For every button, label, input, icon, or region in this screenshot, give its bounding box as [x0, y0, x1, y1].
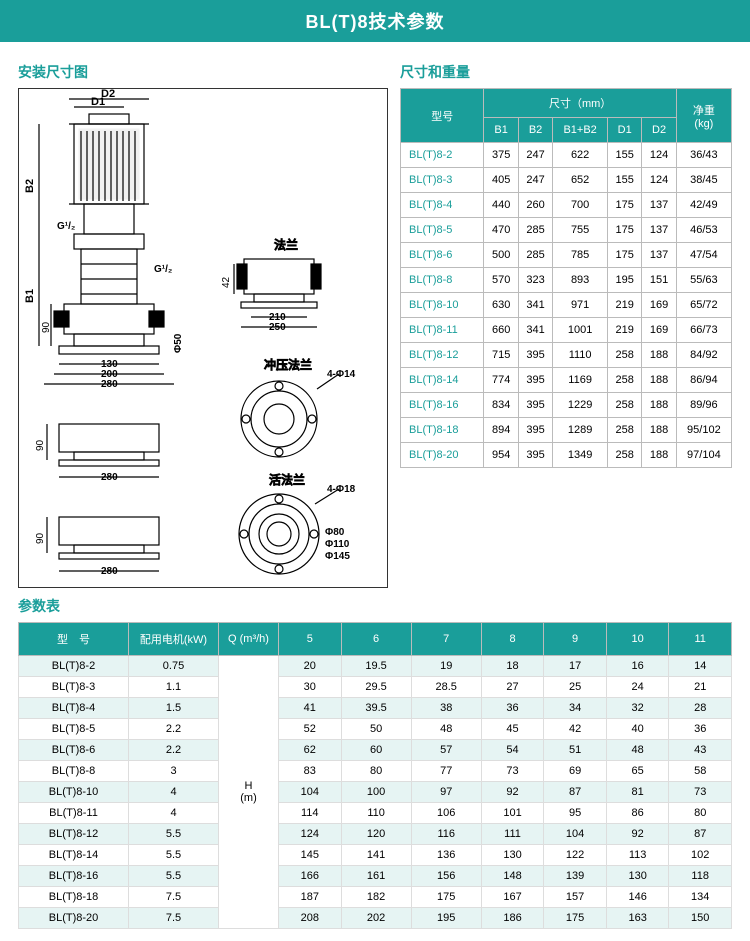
svg-text:90: 90	[41, 321, 52, 333]
svg-text:280: 280	[101, 472, 118, 483]
svg-text:90: 90	[35, 532, 46, 544]
col-weight: 净重 (kg)	[676, 89, 731, 143]
table-row: BL(T)8-145.5145141136130122113102	[19, 845, 732, 866]
svg-text:280: 280	[101, 566, 118, 577]
svg-text:4-Φ14: 4-Φ14	[327, 369, 356, 380]
table-row: BL(T)8-20.75H (m)2019.51918171614	[19, 656, 732, 677]
table-row: BL(T)8-31.13029.528.527252421	[19, 677, 732, 698]
dim-section-title: 尺寸和重量	[400, 62, 470, 82]
table-row: BL(T)8-62.262605754514843	[19, 740, 732, 761]
table-row: BL(T)8-237524762215512436/43	[401, 143, 732, 168]
table-row: BL(T)8-52.252504845424036	[19, 719, 732, 740]
parameters-table: 型 号 配用电机(kW) Q (m³/h) 5 6 7 8 9 10 11 BL…	[18, 622, 732, 929]
param-section-title: 参数表	[18, 596, 732, 616]
svg-text:G¹/₂: G¹/₂	[154, 264, 172, 275]
svg-text:B1: B1	[24, 289, 36, 303]
svg-text:280: 280	[101, 379, 118, 390]
table-row: BL(T)8-41.54139.53836343228	[19, 698, 732, 719]
table-row: BL(T)8-1063034197121916965/72	[401, 293, 732, 318]
svg-text:90: 90	[35, 439, 46, 451]
svg-text:冲压法兰: 冲压法兰	[264, 357, 312, 372]
svg-text:4-Φ18: 4-Φ18	[327, 484, 356, 495]
diagram-section-title: 安装尺寸图	[18, 62, 400, 82]
table-row: BL(T)8-547028575517513746/53	[401, 218, 732, 243]
table-row: BL(T)8-857032389319515155/63	[401, 268, 732, 293]
svg-text:Φ145: Φ145	[325, 551, 350, 562]
installation-diagram: 法兰 冲压法兰	[18, 88, 388, 588]
dimensions-table: 型号 尺寸（mm） 净重 (kg) B1 B2 B1+B2 D1 D2 BL(T…	[400, 88, 732, 468]
svg-text:D2: D2	[101, 89, 115, 100]
table-row: BL(T)8-11660341100121916966/73	[401, 318, 732, 343]
table-row: BL(T)8-650028578517513747/54	[401, 243, 732, 268]
table-row: BL(T)8-340524765215512438/45	[401, 168, 732, 193]
table-row: BL(T)8-207.5208202195186175163150	[19, 908, 732, 929]
table-row: BL(T)8-18894395128925818895/102	[401, 418, 732, 443]
svg-text:250: 250	[269, 322, 286, 333]
table-row: BL(T)8-8383807773696558	[19, 761, 732, 782]
table-row: BL(T)8-20954395134925818897/104	[401, 443, 732, 468]
svg-text:Φ50: Φ50	[173, 333, 184, 353]
table-row: BL(T)8-125.51241201161111049287	[19, 824, 732, 845]
svg-text:Φ110: Φ110	[325, 539, 350, 550]
svg-text:Φ80: Φ80	[325, 527, 345, 538]
table-row: BL(T)8-16834395122925818889/96	[401, 393, 732, 418]
table-row: BL(T)8-14774395116925818886/94	[401, 368, 732, 393]
svg-text:活法兰: 活法兰	[269, 473, 305, 487]
table-row: BL(T)8-114114110106101958680	[19, 803, 732, 824]
svg-text:法兰: 法兰	[274, 238, 298, 252]
svg-text:B2: B2	[24, 179, 36, 193]
page-title: BL(T)8技术参数	[0, 0, 750, 42]
col-dims: 尺寸（mm）	[484, 89, 676, 118]
table-row: BL(T)8-187.5187182175167157146134	[19, 887, 732, 908]
table-row: BL(T)8-165.5166161156148139130118	[19, 866, 732, 887]
table-row: BL(T)8-444026070017513742/49	[401, 193, 732, 218]
col-model: 型号	[401, 89, 484, 143]
table-row: BL(T)8-12715395111025818884/92	[401, 343, 732, 368]
svg-text:42: 42	[221, 276, 232, 288]
svg-text:G¹/₂: G¹/₂	[57, 221, 75, 232]
table-row: BL(T)8-1041041009792878173	[19, 782, 732, 803]
